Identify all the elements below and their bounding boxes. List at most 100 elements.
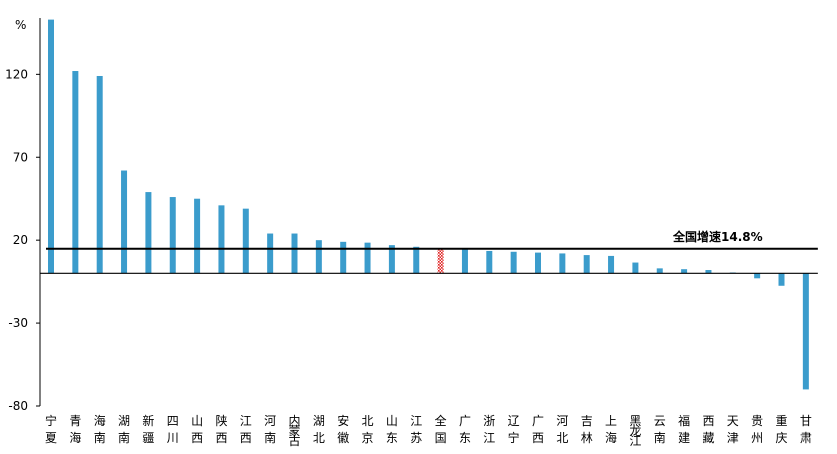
x-category-label: 江 bbox=[483, 431, 495, 445]
x-category-label: 京 bbox=[362, 431, 374, 445]
y-tick-label: -80 bbox=[8, 399, 28, 413]
x-category-label: 东 bbox=[386, 431, 398, 445]
x-category-label: 州 bbox=[751, 431, 763, 445]
x-category-label: 龙 bbox=[629, 424, 641, 438]
bar bbox=[461, 249, 468, 274]
x-category-label: 江 bbox=[629, 434, 641, 448]
x-category-label: 南 bbox=[654, 430, 666, 445]
y-tick-label: 120 bbox=[5, 67, 28, 81]
x-category-label: 西 bbox=[532, 431, 544, 445]
bar bbox=[242, 208, 249, 274]
x-category-label: 北 bbox=[362, 414, 374, 428]
x-category-label: 肃 bbox=[800, 431, 812, 445]
bar bbox=[145, 192, 152, 274]
x-category-label: 西 bbox=[191, 431, 203, 445]
x-category-label: 西 bbox=[240, 431, 252, 445]
bar bbox=[291, 233, 298, 274]
x-category-label: 广 bbox=[532, 414, 544, 428]
y-tick-label: 70 bbox=[13, 150, 28, 164]
x-category-label: 海 bbox=[69, 430, 81, 445]
y-tick-label: -30 bbox=[8, 316, 28, 330]
x-category-label: 山 bbox=[191, 414, 203, 428]
x-category-label: 苏 bbox=[410, 431, 422, 445]
bar bbox=[388, 245, 395, 274]
x-category-label: 东 bbox=[459, 431, 471, 445]
x-category-label: 黑 bbox=[629, 414, 641, 428]
x-category-label: 建 bbox=[678, 431, 690, 445]
bar bbox=[315, 240, 322, 274]
x-category-label: 天 bbox=[727, 414, 739, 428]
x-category-label: 庆 bbox=[775, 431, 787, 445]
x-category-label: 江 bbox=[410, 414, 422, 428]
x-category-label: 上 bbox=[605, 414, 617, 428]
bar bbox=[632, 262, 639, 274]
x-category-label: 陕 bbox=[215, 413, 227, 428]
bar bbox=[681, 269, 688, 274]
x-category-label: 辽 bbox=[508, 414, 520, 428]
bar bbox=[754, 273, 761, 279]
y-unit-label: % bbox=[15, 18, 26, 32]
x-category-label: 津 bbox=[727, 431, 739, 445]
x-category-label: 全 bbox=[435, 413, 447, 428]
bar bbox=[535, 252, 541, 274]
x-category-label: 新 bbox=[142, 413, 154, 428]
x-category-label: 江 bbox=[240, 414, 252, 428]
bar-highlight bbox=[437, 248, 444, 274]
x-category-label: 湖 bbox=[118, 413, 130, 428]
bar bbox=[486, 250, 493, 274]
bar bbox=[48, 19, 54, 274]
x-category-label: 疆 bbox=[142, 431, 154, 445]
reference-label: 全国增速14.8% bbox=[672, 229, 763, 244]
bar bbox=[267, 233, 274, 274]
bar bbox=[559, 253, 566, 274]
x-category-label: 海 bbox=[94, 413, 106, 428]
bar bbox=[218, 205, 225, 274]
bar bbox=[705, 270, 712, 274]
bar bbox=[121, 170, 128, 274]
x-category-label: 国 bbox=[435, 431, 447, 445]
bar bbox=[72, 71, 79, 274]
x-category-label: 河 bbox=[556, 414, 568, 428]
x-category-label: 甘 bbox=[800, 414, 812, 428]
x-category-label: 贵 bbox=[751, 414, 763, 428]
bar bbox=[194, 198, 201, 274]
x-category-label: 西 bbox=[702, 414, 714, 428]
x-category-label: 宁 bbox=[45, 413, 57, 428]
x-category-label: 南 bbox=[264, 430, 276, 445]
x-category-label: 安 bbox=[337, 413, 349, 428]
x-category-label: 浙 bbox=[483, 414, 495, 428]
bar bbox=[510, 251, 517, 274]
bar bbox=[96, 75, 103, 274]
x-category-label: 北 bbox=[313, 431, 325, 445]
bar bbox=[608, 255, 615, 274]
bar bbox=[364, 242, 371, 274]
x-category-label: 福 bbox=[678, 413, 690, 428]
x-category-label: 山 bbox=[386, 414, 398, 428]
x-category-label: 青 bbox=[69, 414, 81, 428]
x-category-label: 海 bbox=[605, 430, 617, 445]
bar bbox=[169, 197, 176, 274]
bar bbox=[413, 246, 420, 274]
x-category-label: 藏 bbox=[702, 431, 714, 445]
bar bbox=[656, 268, 663, 274]
x-category-label: 西 bbox=[215, 431, 227, 445]
x-category-label: 南 bbox=[118, 430, 130, 445]
x-category-label: 云 bbox=[654, 414, 666, 428]
x-category-label: 宁 bbox=[508, 430, 520, 445]
x-category-label: 内 bbox=[288, 414, 300, 428]
x-category-label: 四 bbox=[167, 414, 179, 428]
x-category-label: 广 bbox=[459, 414, 471, 428]
y-tick-label: 20 bbox=[13, 233, 28, 247]
x-category-label: 湖 bbox=[313, 413, 325, 428]
bar bbox=[778, 273, 785, 286]
x-category-label: 古 bbox=[288, 433, 300, 448]
x-category-label: 川 bbox=[167, 431, 179, 445]
bar bbox=[340, 241, 347, 274]
x-category-label: 南 bbox=[94, 430, 106, 445]
x-category-label: 重 bbox=[775, 414, 787, 428]
x-category-label: 吉 bbox=[581, 414, 593, 428]
x-category-label: 徽 bbox=[337, 430, 349, 445]
x-category-label: 夏 bbox=[45, 431, 57, 445]
